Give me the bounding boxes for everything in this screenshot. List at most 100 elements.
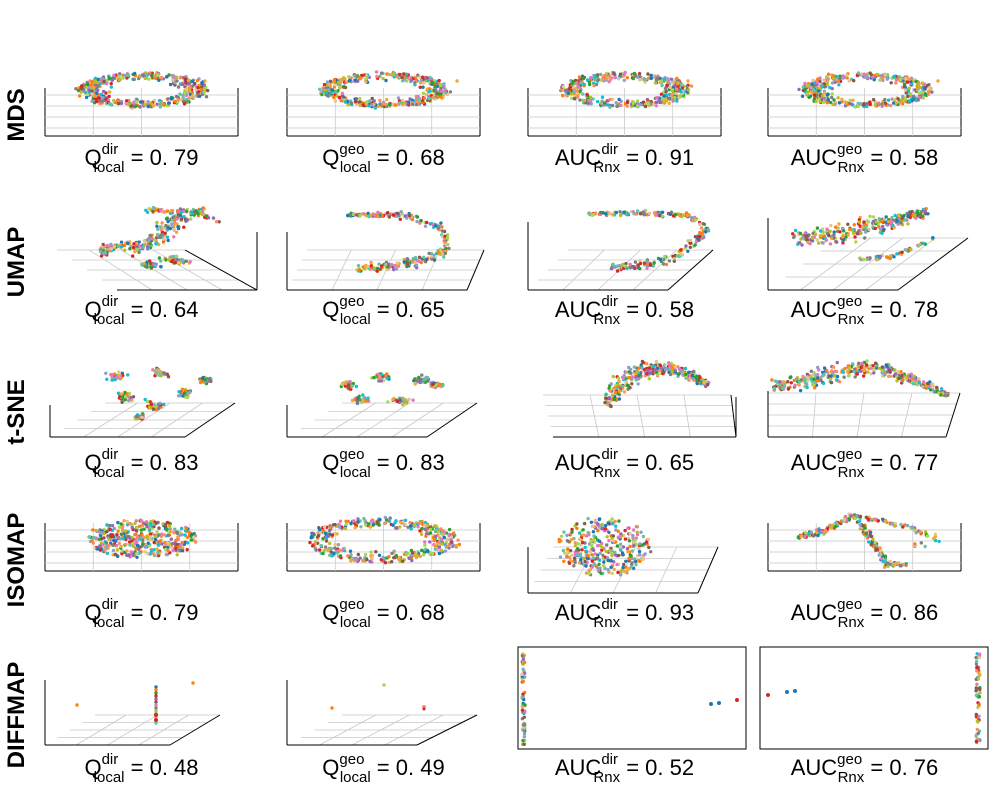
data-point [94, 537, 99, 541]
data-point [791, 232, 795, 236]
data-point [859, 369, 863, 373]
data-point [321, 551, 325, 556]
data-point [607, 396, 612, 400]
data-point [919, 90, 923, 95]
data-point [377, 522, 381, 527]
axis-line [697, 546, 719, 594]
data-point [811, 78, 815, 83]
data-point [817, 86, 822, 90]
data-point [440, 229, 445, 233]
data-point [632, 365, 637, 369]
data-point [862, 220, 866, 224]
data-point [897, 376, 901, 381]
data-point [443, 531, 447, 535]
data-point [927, 85, 932, 90]
data-point [398, 559, 402, 563]
data-point [377, 553, 382, 557]
data-point [143, 545, 148, 549]
data-point [156, 73, 160, 77]
data-point [664, 97, 668, 101]
data-point [184, 87, 188, 91]
data-point [610, 97, 615, 102]
axis-line [184, 402, 236, 438]
data-point [825, 82, 830, 87]
data-point [810, 236, 814, 240]
data-point [402, 72, 406, 76]
data-point [154, 368, 158, 373]
data-point [151, 522, 156, 526]
metric-label: AUCdir Rnx = 0. 65 [555, 446, 694, 481]
data-point [131, 245, 136, 250]
data-point [877, 217, 881, 221]
data-point [117, 370, 121, 374]
data-point [401, 559, 405, 563]
data-point [383, 521, 388, 525]
data-point [818, 99, 822, 104]
data-point [206, 216, 211, 220]
data-point [133, 71, 137, 76]
data-point [416, 73, 420, 77]
data-point [892, 255, 896, 259]
data-point [166, 549, 170, 553]
data-point [176, 535, 180, 539]
data-point [816, 77, 820, 81]
data-point [204, 214, 208, 218]
data-point [129, 104, 133, 108]
data-point [589, 95, 593, 100]
data-point [813, 386, 817, 390]
data-point [658, 363, 662, 368]
data-point [640, 366, 644, 370]
data-point [157, 98, 162, 103]
data-point [610, 393, 615, 397]
data-point [872, 77, 876, 82]
data-point [333, 542, 337, 547]
data-point [670, 88, 675, 92]
data-point [609, 382, 613, 386]
data-point [599, 210, 603, 215]
data-point [165, 75, 169, 79]
data-point [830, 81, 835, 85]
data-point [105, 377, 109, 381]
data-point [894, 101, 899, 105]
data-point [127, 391, 132, 396]
data-point [780, 386, 785, 391]
data-point [684, 372, 688, 377]
data-point [318, 87, 322, 92]
data-point [443, 549, 448, 553]
data-point [159, 207, 163, 212]
data-point [604, 212, 608, 216]
metric-label: AUCdir Rnx = 0. 91 [555, 141, 694, 176]
data-point [782, 384, 787, 388]
data-point [642, 261, 647, 265]
data-point [431, 81, 435, 85]
data-point [798, 388, 803, 393]
data-point [345, 554, 350, 558]
data-point [814, 99, 818, 104]
data-point [354, 99, 358, 104]
data-point [835, 240, 839, 244]
data-point [861, 257, 866, 262]
data-point [782, 380, 786, 384]
data-point [356, 520, 360, 524]
data-point [355, 400, 360, 404]
data-point [179, 97, 183, 102]
data-point [601, 77, 605, 81]
grid-line [391, 402, 444, 438]
data-point [107, 523, 112, 528]
data-point [906, 222, 910, 226]
data-point [572, 89, 576, 93]
metric-label: Qgeo local = 0. 68 [322, 141, 444, 176]
data-point [838, 74, 842, 78]
data-point [349, 101, 353, 105]
data-point [860, 225, 865, 229]
data-point [391, 213, 396, 217]
data-point [178, 207, 183, 211]
data-point [177, 390, 181, 394]
data-point [398, 217, 402, 221]
data-point [123, 73, 128, 78]
data-point [157, 542, 161, 547]
data-point [385, 97, 389, 102]
data-point [837, 101, 842, 105]
data-point [686, 79, 690, 83]
data-point [794, 377, 799, 381]
